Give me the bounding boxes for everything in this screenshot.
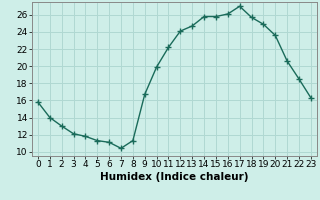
X-axis label: Humidex (Indice chaleur): Humidex (Indice chaleur) xyxy=(100,172,249,182)
